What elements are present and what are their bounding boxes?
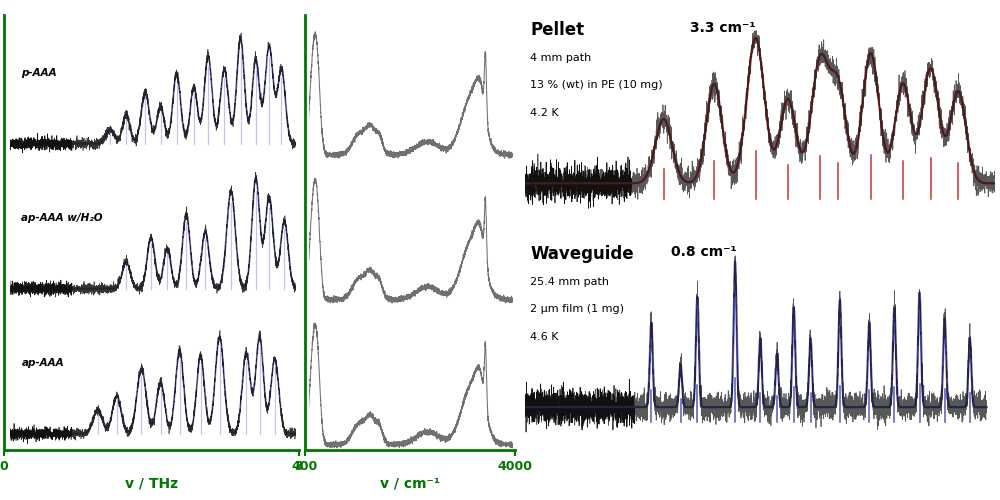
Text: 2 μm film (1 mg): 2 μm film (1 mg): [530, 304, 624, 314]
Text: p-AAA: p-AAA: [21, 68, 57, 78]
Text: 4.2 K: 4.2 K: [530, 108, 559, 118]
Text: ap-AAA w/H₂O: ap-AAA w/H₂O: [21, 213, 103, 223]
Text: ap-AAA: ap-AAA: [21, 358, 64, 368]
X-axis label: v / cm⁻¹: v / cm⁻¹: [380, 476, 440, 490]
Text: 25.4 mm path: 25.4 mm path: [530, 277, 609, 287]
Text: 3.3 cm⁻¹: 3.3 cm⁻¹: [690, 22, 755, 36]
Text: 13 % (wt) in PE (10 mg): 13 % (wt) in PE (10 mg): [530, 80, 663, 90]
Text: 4.6 K: 4.6 K: [530, 332, 559, 342]
Text: 4 mm path: 4 mm path: [530, 53, 591, 63]
Text: Waveguide: Waveguide: [530, 245, 634, 263]
Text: Pellet: Pellet: [530, 22, 584, 40]
Text: 0.8 cm⁻¹: 0.8 cm⁻¹: [671, 245, 737, 259]
X-axis label: v / THz: v / THz: [125, 476, 178, 490]
